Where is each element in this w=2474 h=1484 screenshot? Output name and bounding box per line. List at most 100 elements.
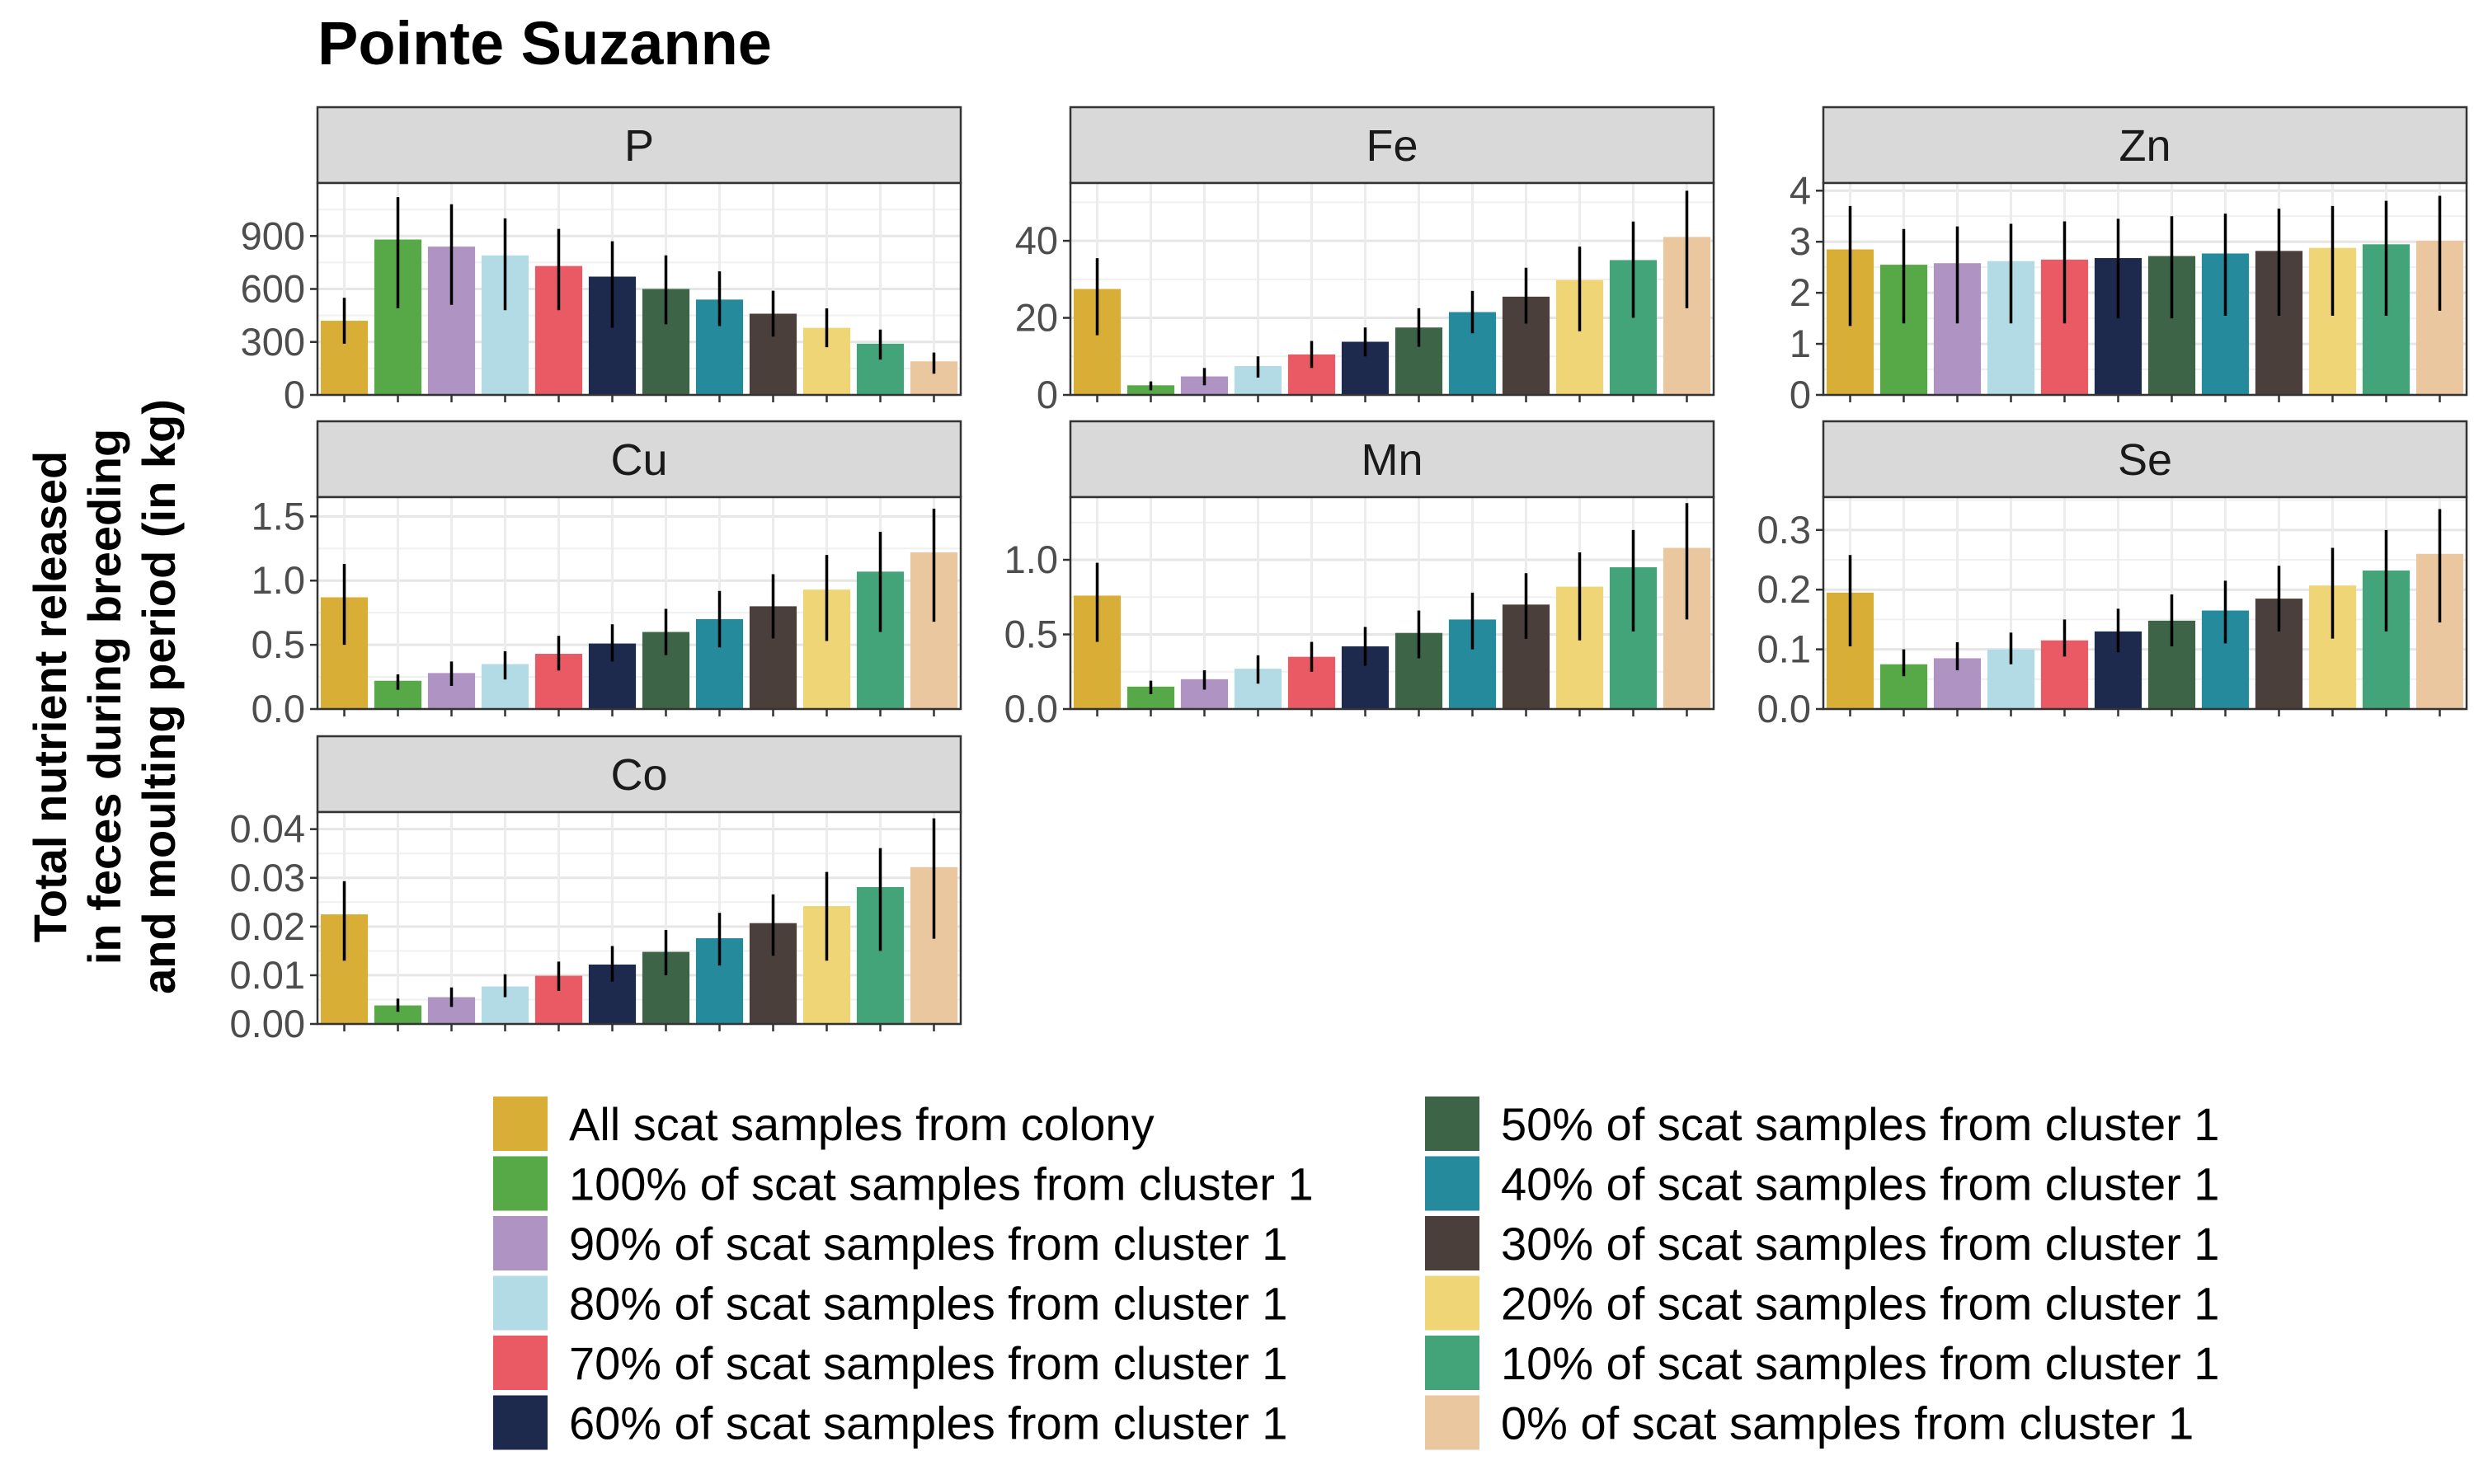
facet-panel-fe: Fe 0 20 40 [1015,106,1715,416]
legend-label: 20% of scat samples from cluster 1 [1501,1278,2219,1330]
facet-panel-co: Co 0.00 0.01 0.02 0.03 0.04 [230,735,962,1045]
facet-panel-se: Se 0.0 0.1 0.2 0.3 [1757,420,2468,730]
facet-strip [1069,420,1715,499]
legend-item: 90% of scat samples from cluster 1 [493,1216,1287,1270]
legend-swatch [493,1336,548,1390]
legend-item: 50% of scat samples from cluster 1 [1425,1097,2219,1151]
legend-item: 100% of scat samples from cluster 1 [493,1156,1314,1211]
legend-swatch [493,1275,548,1331]
y-tick-label: 0.1 [1757,627,1811,671]
y-tick-label: 600 [241,267,305,311]
legend-swatch [1425,1156,1479,1211]
bar [374,1005,422,1024]
facet-panel-cu: Cu 0.0 0.5 1.0 1.5 [252,420,962,730]
panel-border [1069,495,1715,711]
chart-title: Pointe Suzanne [317,9,772,77]
legend-label: 90% of scat samples from cluster 1 [569,1218,1287,1270]
legend-item: 70% of scat samples from cluster 1 [493,1336,1287,1390]
y-tick-label: 0.5 [252,622,305,666]
panel-border [316,181,962,397]
y-tick-label: 0.0 [1757,687,1811,730]
legend-swatch [493,1216,548,1270]
legend-item: 20% of scat samples from cluster 1 [1425,1275,2219,1331]
y-axis-title: Total nutrient released in feces during … [24,399,185,994]
y-axis-title-line-3: and moulting period (in kg) [133,399,185,994]
facet-strip [316,420,962,499]
facet-panels: P 0 300 600 900 Fe 0 20 40 Zn 0 1 2 3 4 Cu 0.0 0.5 1.0 1.5 M… [230,106,2468,1045]
y-tick-label: 0.5 [1004,613,1058,656]
facet-strip [316,735,962,814]
legend-item: 80% of scat samples from cluster 1 [493,1275,1287,1331]
panel-border [316,810,962,1026]
legend-item: 0% of scat samples from cluster 1 [1425,1395,2194,1450]
legend-swatch [493,1097,548,1151]
facet-strip-label: Fe [1366,121,1418,171]
legend-label: 80% of scat samples from cluster 1 [569,1278,1287,1330]
y-tick-label: 900 [241,214,305,257]
facet-strip-label: Mn [1361,435,1423,485]
bar [1180,376,1229,395]
legend-swatch [1425,1216,1479,1270]
panel-border [1822,181,2468,397]
legend-item: 60% of scat samples from cluster 1 [493,1395,1287,1450]
facet-strip-label: Zn [2119,121,2171,171]
legend-swatch [1425,1395,1479,1450]
legend-swatch [1425,1336,1479,1390]
legend-item: 30% of scat samples from cluster 1 [1425,1216,2219,1270]
legend-item: 10% of scat samples from cluster 1 [1425,1336,2219,1390]
panel-border [316,495,962,711]
legend-label: 60% of scat samples from cluster 1 [569,1397,1287,1449]
panel-border [1069,181,1715,397]
legend-label: 0% of scat samples from cluster 1 [1501,1397,2194,1449]
y-tick-label: 0.00 [230,1002,305,1045]
y-tick-label: 0.04 [230,807,305,851]
y-tick-label: 1 [1790,322,1811,365]
legend-label: 40% of scat samples from cluster 1 [1501,1158,2219,1210]
y-axis-title-line-1: Total nutrient released [24,451,76,942]
facet-panel-p: P 0 300 600 900 [241,106,962,416]
facet-strip-label: P [624,121,654,171]
y-tick-label: 1.5 [252,494,305,538]
legend-item: All scat samples from colony [493,1097,1155,1151]
y-tick-label: 0.01 [230,953,305,997]
y-tick-label: 0 [1037,373,1058,416]
facet-strip-label: Co [610,750,667,800]
facet-strip [316,106,962,185]
facet-strip [1822,106,2468,185]
y-tick-label: 0.3 [1757,508,1811,552]
y-tick-label: 1.0 [252,558,305,602]
panel-background [317,497,961,709]
legend-swatch [1425,1097,1479,1151]
y-tick-label: 300 [241,320,305,364]
y-tick-label: 3 [1790,219,1811,263]
y-axis-title-line-2: in feces during breeding [78,429,130,965]
legend-label: 10% of scat samples from cluster 1 [1501,1337,2219,1389]
legend-label: 30% of scat samples from cluster 1 [1501,1218,2219,1270]
legend-swatch [493,1395,548,1450]
panel-background [1823,183,2467,395]
y-tick-label: 2 [1790,270,1811,314]
legend-swatch [1425,1275,1479,1331]
y-tick-label: 1.0 [1004,538,1058,581]
facet-strip [1069,106,1715,185]
y-tick-label: 0 [284,373,305,416]
panel-background [1823,497,2467,709]
legend-label: 100% of scat samples from cluster 1 [569,1158,1314,1210]
legend: All scat samples from colony 100% of scat… [493,1097,2219,1450]
legend-label: 70% of scat samples from cluster 1 [569,1337,1287,1389]
legend-item: 40% of scat samples from cluster 1 [1425,1156,2219,1211]
panel-background [1070,497,1714,709]
legend-swatch [493,1156,548,1211]
legend-label: All scat samples from colony [569,1098,1155,1150]
y-tick-label: 0.0 [252,687,305,730]
y-tick-label: 0.2 [1757,567,1811,611]
y-tick-label: 4 [1790,168,1811,212]
y-tick-label: 0.03 [230,856,305,899]
legend-label: 50% of scat samples from cluster 1 [1501,1098,2219,1150]
y-tick-label: 0 [1790,373,1811,416]
y-tick-label: 0.0 [1004,687,1058,730]
y-tick-label: 20 [1015,296,1058,340]
facet-strip-label: Cu [610,435,667,485]
panel-background [1070,183,1714,395]
